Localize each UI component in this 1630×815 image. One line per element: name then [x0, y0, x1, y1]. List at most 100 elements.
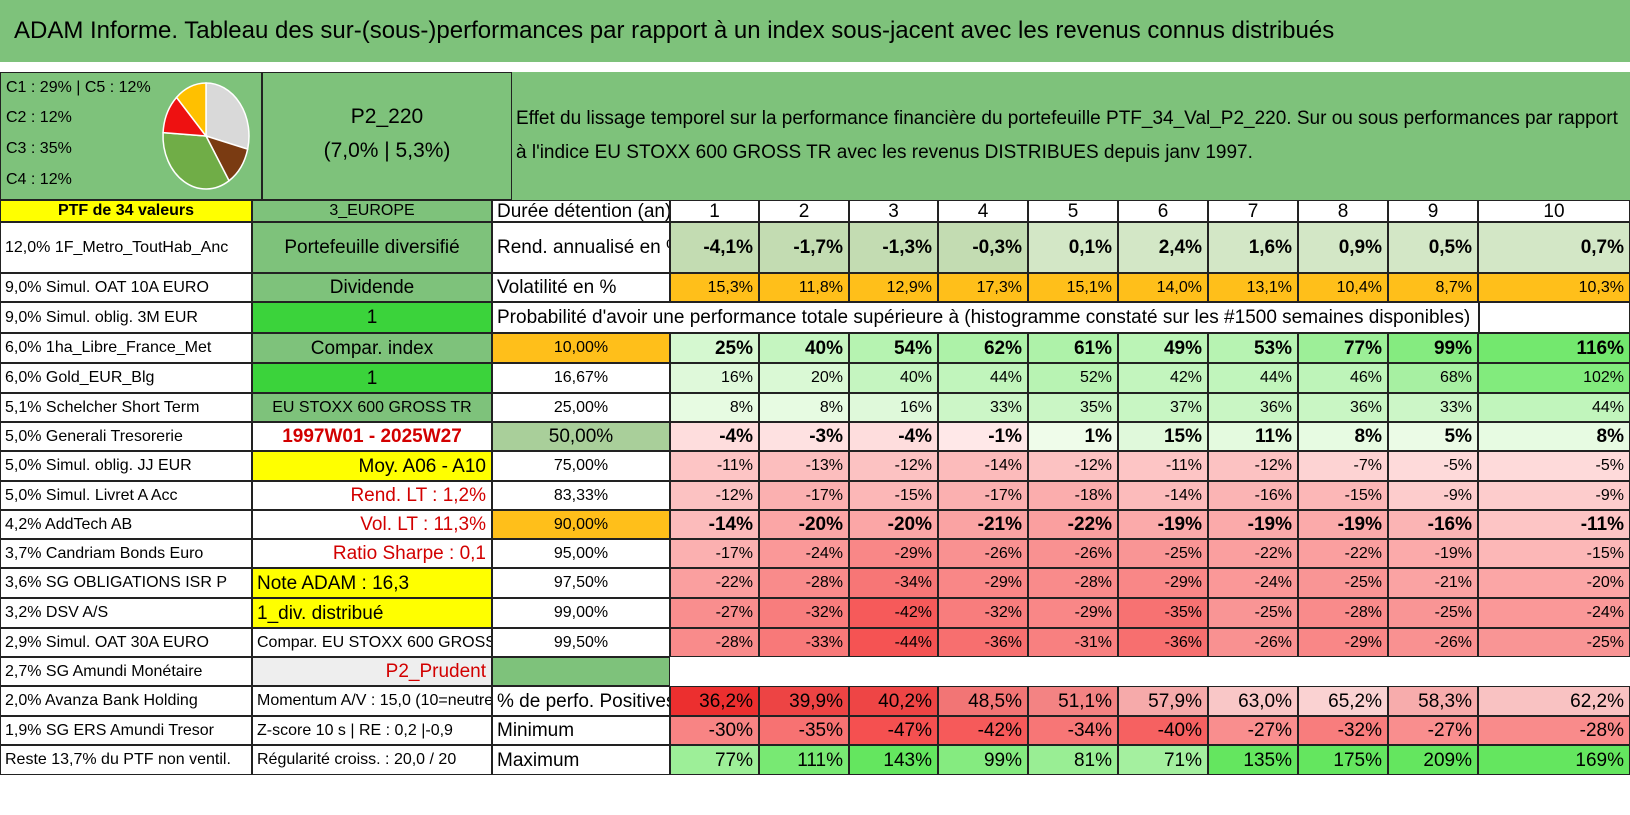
quantile-value: -9% — [1388, 481, 1478, 510]
momentum: Momentum A/V : 15,0 (10=neutre) — [252, 686, 492, 716]
quantile-value: -19% — [1298, 510, 1388, 539]
quantile-value: 52% — [1028, 363, 1118, 393]
holding-row: 2,7% SG Amundi Monétaire — [0, 657, 252, 686]
proba-title: Probabilité d'avoir une performance tota… — [492, 302, 1480, 333]
quantile-value: -26% — [1028, 539, 1118, 568]
description-panel: Effet du lissage temporel sur la perform… — [512, 72, 1630, 200]
rend-label: Rend. annualisé en % — [492, 222, 670, 273]
quantile-value: 46% — [1298, 363, 1388, 393]
quantile-value: -22% — [1208, 539, 1298, 568]
description-line: à l'indice EU STOXX 600 GROSS TR avec le… — [516, 142, 1253, 163]
minimum-value: -35% — [759, 716, 849, 745]
quantile-value: -20% — [1478, 568, 1630, 598]
quantile-value: 54% — [849, 333, 938, 363]
quantile-label: 99,50% — [492, 628, 670, 657]
minimum-value: -27% — [1388, 716, 1478, 745]
quantile-value: -25% — [1118, 539, 1208, 568]
quantile-label: 95,00% — [492, 539, 670, 568]
holding-row: 9,0% Simul. oblig. 3M EUR — [0, 302, 252, 333]
param-value: 1 — [252, 302, 492, 333]
rend-value: 1,6% — [1208, 222, 1298, 273]
holding-row: 3,6% SG OBLIGATIONS ISR P — [0, 568, 252, 598]
quantile-label: 99,00% — [492, 598, 670, 628]
quantile-value: 8% — [1478, 422, 1630, 451]
quantile-value: -12% — [670, 481, 759, 510]
quantile-value: -22% — [1298, 539, 1388, 568]
quantile-value: 16% — [849, 393, 938, 422]
quantile-value: 8% — [759, 393, 849, 422]
index-name: EU STOXX 600 GROSS TR — [252, 393, 492, 422]
quantile-value: -16% — [1388, 510, 1478, 539]
quantile-value: -5% — [1478, 451, 1630, 481]
quantile-value: -32% — [759, 598, 849, 628]
quantile-value: -17% — [938, 481, 1028, 510]
holding-row: 6,0% 1ha_Libre_France_Met — [0, 333, 252, 363]
positives-value: 40,2% — [849, 686, 938, 716]
year-header: 2 — [759, 200, 849, 222]
vol-value: 12,9% — [849, 273, 938, 302]
quantile-value: -29% — [938, 568, 1028, 598]
average-label: Moy. A06 - A10 — [252, 451, 492, 481]
quantile-value: -27% — [670, 598, 759, 628]
compar-index: Compar. EU STOXX 600 GROSS TR — [252, 628, 492, 657]
quantile-value: -1% — [938, 422, 1028, 451]
minimum-value: -47% — [849, 716, 938, 745]
quantile-value: -42% — [849, 598, 938, 628]
quantile-value: 37% — [1118, 393, 1208, 422]
quantile-value: 33% — [1388, 393, 1478, 422]
quantile-value: -36% — [1118, 628, 1208, 657]
holding-row: 1,9% SG ERS Amundi Tresor — [0, 716, 252, 745]
pie-slice-c4 — [175, 82, 207, 139]
compar-index-label: Compar. index — [252, 333, 492, 363]
separator — [0, 62, 1630, 72]
quantile-value: -31% — [1028, 628, 1118, 657]
vol-value: 11,8% — [759, 273, 849, 302]
quantile-value: -9% — [1478, 481, 1630, 510]
positives-value: 57,9% — [1118, 686, 1208, 716]
quantile-value: 40% — [849, 363, 938, 393]
rend-value: 0,7% — [1478, 222, 1630, 273]
description-line: Effet du lissage temporel sur la perform… — [516, 108, 1618, 129]
quantile-value: -19% — [1118, 510, 1208, 539]
quantile-label: 83,33% — [492, 481, 670, 510]
quantile-value: -24% — [1478, 598, 1630, 628]
maximum-value: 135% — [1208, 745, 1298, 775]
quantile-value: 61% — [1028, 333, 1118, 363]
quantile-label: 25,00% — [492, 393, 670, 422]
quantile-value: 42% — [1118, 363, 1208, 393]
quantile-value: -21% — [1388, 568, 1478, 598]
rend-value: -1,3% — [849, 222, 938, 273]
profile-stats: (7,0% | 5,3%) — [323, 139, 451, 162]
year-header: 9 — [1388, 200, 1478, 222]
holding-row: 2,9% Simul. OAT 30A EURO — [0, 628, 252, 657]
maximum-value: 77% — [670, 745, 759, 775]
portfolio-size-label: PTF de 34 valeurs — [0, 200, 252, 222]
quantile-value: 77% — [1298, 333, 1388, 363]
profile-panel: P2_220 (7,0% | 5,3%) — [262, 72, 512, 200]
portfolio-type: Portefeuille diversifié — [252, 222, 492, 273]
quantile-value: 35% — [1028, 393, 1118, 422]
quantile-value: -14% — [1118, 481, 1208, 510]
quantile-value: 36% — [1298, 393, 1388, 422]
year-header: 8 — [1298, 200, 1388, 222]
quantile-value: -19% — [1208, 510, 1298, 539]
income-mode: Dividende — [252, 273, 492, 302]
rend-value: -4,1% — [670, 222, 759, 273]
maximum-value: 143% — [849, 745, 938, 775]
quantile-value: 8% — [1298, 422, 1388, 451]
quantile-label: 90,00% — [492, 510, 670, 539]
quantile-value: 102% — [1478, 363, 1630, 393]
maximum-value: 81% — [1028, 745, 1118, 775]
holding-row: 12,0% 1F_Metro_ToutHab_Anc — [0, 222, 252, 273]
quantile-value: 99% — [1388, 333, 1478, 363]
rend-value: -0,3% — [938, 222, 1028, 273]
quantile-value: 8% — [670, 393, 759, 422]
positives-value: 48,5% — [938, 686, 1028, 716]
quantile-value: -12% — [1028, 451, 1118, 481]
quantile-label: 50,00% — [492, 422, 670, 451]
quantile-value: -33% — [759, 628, 849, 657]
quantile-value: 44% — [1208, 363, 1298, 393]
pie-legend-item: C2 : 12% — [6, 109, 72, 126]
quantile-value: 44% — [938, 363, 1028, 393]
minimum-value: -30% — [670, 716, 759, 745]
